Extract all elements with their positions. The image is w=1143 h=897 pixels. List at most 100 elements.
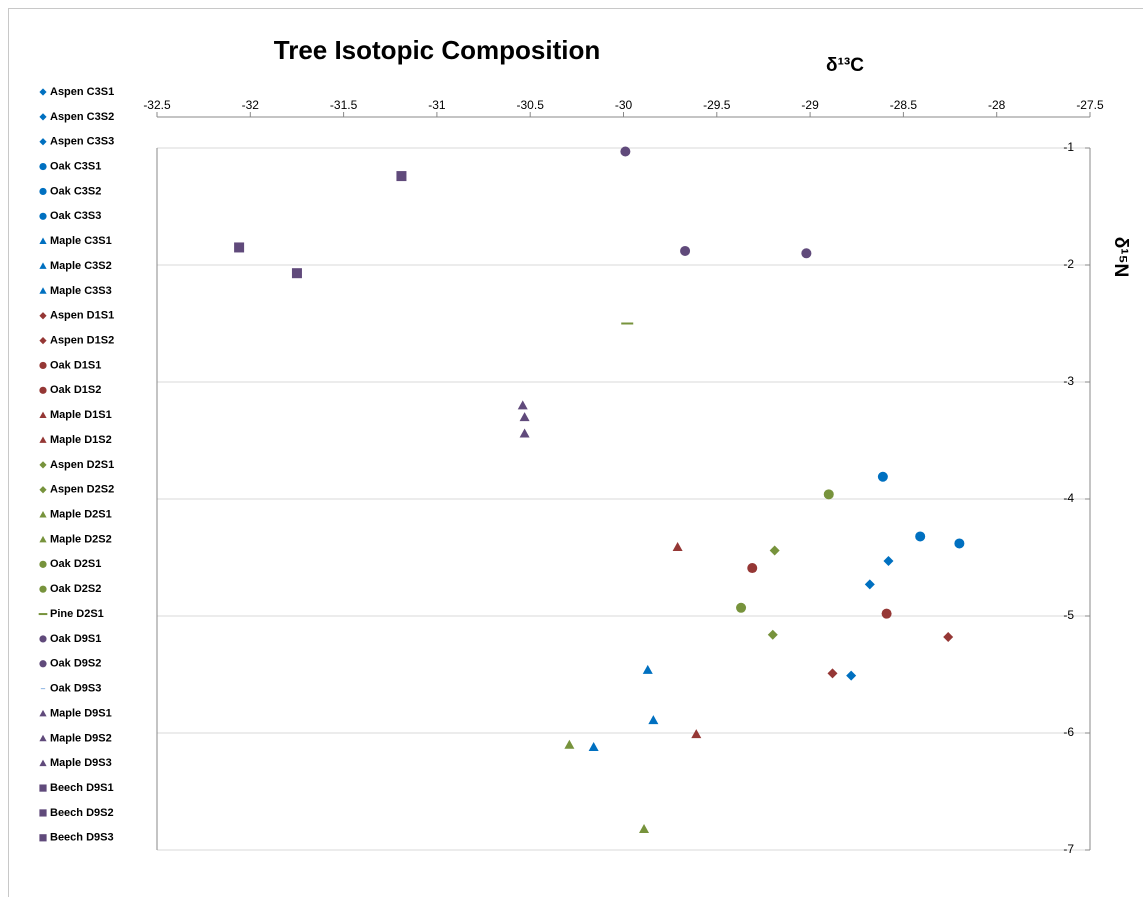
point xyxy=(39,187,47,196)
x-tick-label: -27.5 xyxy=(1076,98,1104,112)
point xyxy=(38,613,48,616)
y-tick-label: -5 xyxy=(1063,608,1074,622)
legend-label: Maple D1S1 xyxy=(50,409,112,421)
legend-label: Maple D2S2 xyxy=(50,533,112,545)
point xyxy=(767,629,778,640)
point xyxy=(691,729,702,739)
x-tick-label: -30 xyxy=(615,98,633,112)
point xyxy=(39,386,47,394)
point xyxy=(680,245,691,256)
point xyxy=(846,670,857,681)
point xyxy=(39,88,47,96)
point xyxy=(621,322,634,325)
point xyxy=(39,436,47,443)
point xyxy=(39,759,47,767)
legend-label: Aspen C3S3 xyxy=(50,136,114,148)
x-tick-label: -28 xyxy=(988,98,1006,112)
legend-label: Oak D9S3 xyxy=(50,683,101,695)
legend-label: Aspen D1S1 xyxy=(50,310,114,322)
legend-label: Beech D9S3 xyxy=(50,832,114,844)
legend-label: Aspen C3S1 xyxy=(50,86,114,98)
point xyxy=(39,734,47,742)
legend-label: Maple C3S2 xyxy=(50,260,112,272)
point xyxy=(39,113,47,121)
legend-label: Oak D9S2 xyxy=(50,658,101,670)
x-tick-label: -29.5 xyxy=(703,98,731,112)
legend-label: Maple C3S1 xyxy=(50,235,112,247)
point xyxy=(877,471,888,482)
point xyxy=(823,489,834,500)
chart-title: Tree Isotopic Composition xyxy=(274,35,600,65)
point xyxy=(291,268,302,279)
x-tick-label: -32.5 xyxy=(143,98,171,112)
point xyxy=(639,823,650,833)
point xyxy=(519,412,530,422)
legend-label: Beech D9S2 xyxy=(50,807,114,819)
point xyxy=(40,688,46,690)
y-tick-label: -6 xyxy=(1063,725,1074,739)
legend-label: Oak D1S1 xyxy=(50,359,101,371)
point xyxy=(519,428,530,438)
x-tick-label: -29 xyxy=(801,98,819,112)
legend-label: Maple D9S1 xyxy=(50,707,112,719)
point xyxy=(736,602,747,613)
point xyxy=(864,579,875,590)
legend-label: Oak D2S1 xyxy=(50,558,101,570)
x-tick-label: -30.5 xyxy=(517,98,545,112)
point xyxy=(39,585,47,593)
point xyxy=(39,337,47,345)
legend-label: Maple D1S2 xyxy=(50,434,112,446)
y-tick-label: -7 xyxy=(1063,842,1074,856)
point xyxy=(954,538,965,549)
point xyxy=(747,563,758,574)
legend-label: Maple D9S2 xyxy=(50,732,112,744)
point xyxy=(39,312,47,320)
point xyxy=(769,545,780,556)
point xyxy=(39,212,47,220)
point xyxy=(39,162,47,171)
legend-label: Oak D1S2 xyxy=(50,384,101,396)
y-tick-label: -1 xyxy=(1063,140,1074,154)
point xyxy=(39,461,47,469)
point xyxy=(915,531,926,542)
point xyxy=(648,715,659,725)
point xyxy=(39,411,47,419)
x-tick-label: -31 xyxy=(428,98,446,112)
point xyxy=(39,709,47,717)
point xyxy=(39,784,47,792)
legend-label: Maple D9S3 xyxy=(50,757,112,769)
legend-label: Oak C3S3 xyxy=(50,210,101,222)
legend-label: Oak C3S2 xyxy=(50,185,101,197)
x-tick-label: -28.5 xyxy=(890,98,918,112)
point xyxy=(883,556,894,567)
legend-label: Beech D9S1 xyxy=(50,782,114,794)
point xyxy=(672,541,683,551)
point xyxy=(396,171,407,182)
legend-label: Maple C3S3 xyxy=(50,285,112,297)
point xyxy=(588,742,599,752)
legend-label: Pine D2S1 xyxy=(50,608,104,620)
point xyxy=(517,400,528,410)
y-tick-label: -3 xyxy=(1063,374,1074,388)
y-tick-label: -4 xyxy=(1063,491,1074,505)
x-axis-title: δ¹³C xyxy=(826,55,864,76)
point xyxy=(39,660,47,668)
point xyxy=(564,739,575,749)
point xyxy=(827,668,838,679)
point xyxy=(801,248,812,259)
point xyxy=(39,237,47,245)
legend-label: Aspen D1S2 xyxy=(50,335,114,347)
point xyxy=(881,608,892,619)
point xyxy=(39,635,47,643)
chart-border xyxy=(8,8,1143,897)
point xyxy=(620,146,631,157)
legend-label: Aspen C3S2 xyxy=(50,111,114,123)
point xyxy=(39,486,47,494)
y-tick-label: -2 xyxy=(1063,257,1074,271)
point xyxy=(234,242,245,253)
point xyxy=(39,560,47,568)
legend-label: Aspen D2S2 xyxy=(50,484,114,496)
point xyxy=(39,511,47,518)
x-tick-label: -32 xyxy=(242,98,260,112)
